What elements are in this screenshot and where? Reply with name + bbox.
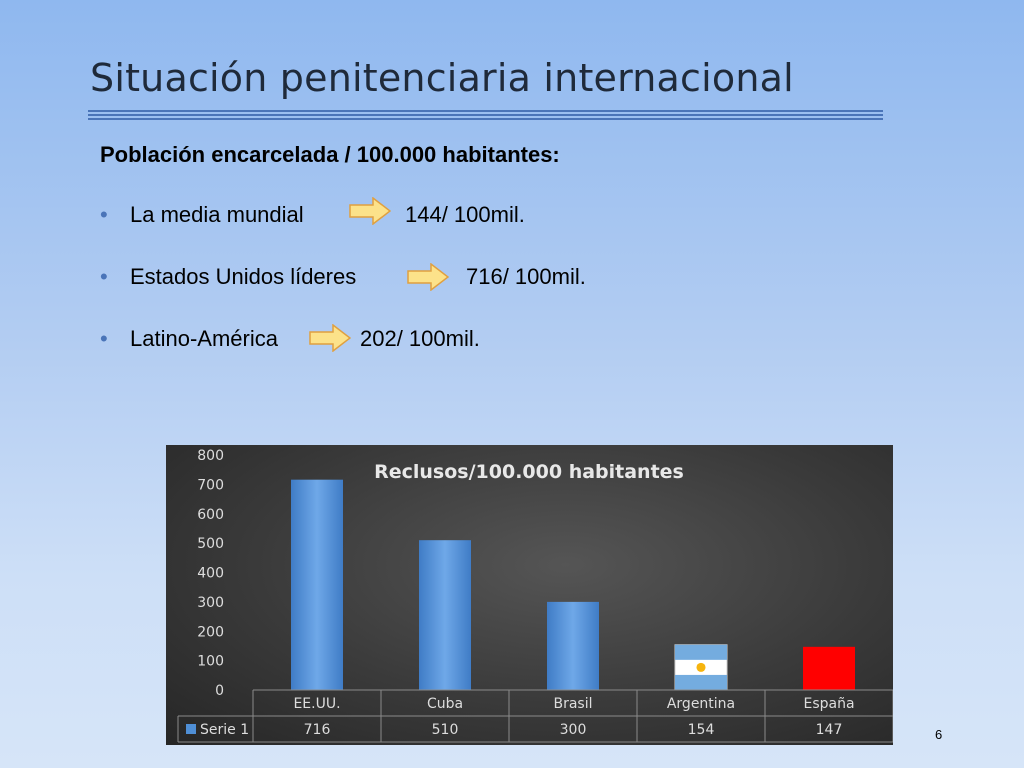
y-tick-label: 200: [197, 624, 224, 640]
bar-2: [547, 601, 599, 690]
x-category-label: Argentina: [667, 696, 735, 712]
data-label: 147: [816, 722, 843, 738]
legend-series-label: Serie 1: [200, 722, 249, 738]
bullet-label: Estados Unidos líderes: [130, 264, 357, 289]
prisoners-bar-chart: Reclusos/100.000 habitantes 800 700 600 500 4…: [166, 445, 893, 745]
bullet-label: Latino-América: [130, 326, 278, 351]
flag-stripe-top: [675, 644, 727, 660]
title-rule-top: [88, 110, 883, 112]
page-number: 6: [935, 727, 943, 742]
bullet-dot: •: [100, 202, 108, 227]
flag-stripe-bottom: [675, 674, 727, 690]
x-category-label: Brasil: [553, 696, 592, 712]
chart-canvas: Reclusos/100.000 habitantes 800 700 600 500 4…: [177, 448, 893, 743]
title-rule-middle: [88, 114, 883, 116]
bar-4: [803, 646, 855, 690]
right-arrow-icon: [407, 263, 449, 291]
subheading: Población encarcelada / 100.000 habitant…: [100, 142, 560, 167]
bullet-dot: •: [100, 264, 108, 289]
y-tick-label: 800: [197, 448, 224, 464]
y-tick-label: 300: [197, 595, 224, 611]
bullet-label: La media mundial: [130, 202, 304, 227]
x-category-label: España: [803, 696, 854, 712]
right-arrow-icon: [309, 324, 351, 352]
y-tick-label: 700: [197, 477, 224, 493]
y-tick-label: 0: [215, 683, 224, 699]
bullet-value: 202/ 100mil.: [360, 326, 480, 351]
x-category-label: EE.UU.: [293, 696, 340, 712]
y-tick-label: 600: [197, 507, 224, 523]
data-label: 154: [688, 722, 715, 738]
bullet-value: 716/ 100mil.: [466, 264, 586, 289]
slide-title: Situación penitenciaria internacional: [90, 56, 794, 100]
bullet-value: 144/ 100mil.: [405, 202, 525, 227]
y-tick-label: 400: [197, 566, 224, 582]
bar-0: [291, 479, 343, 690]
sun-icon: [696, 662, 706, 672]
y-tick-label: 100: [197, 654, 224, 670]
y-tick-label: 500: [197, 536, 224, 552]
data-label: 510: [432, 722, 459, 738]
right-arrow-icon: [349, 197, 391, 225]
data-label: 300: [560, 722, 587, 738]
x-category-label: Cuba: [427, 696, 463, 712]
bullet-dot: •: [100, 326, 108, 351]
legend-swatch: [186, 724, 196, 734]
title-rule-bottom: [88, 118, 883, 120]
bar-1: [419, 540, 471, 690]
data-label: 716: [304, 722, 331, 738]
chart-title: Reclusos/100.000 habitantes: [374, 461, 684, 483]
